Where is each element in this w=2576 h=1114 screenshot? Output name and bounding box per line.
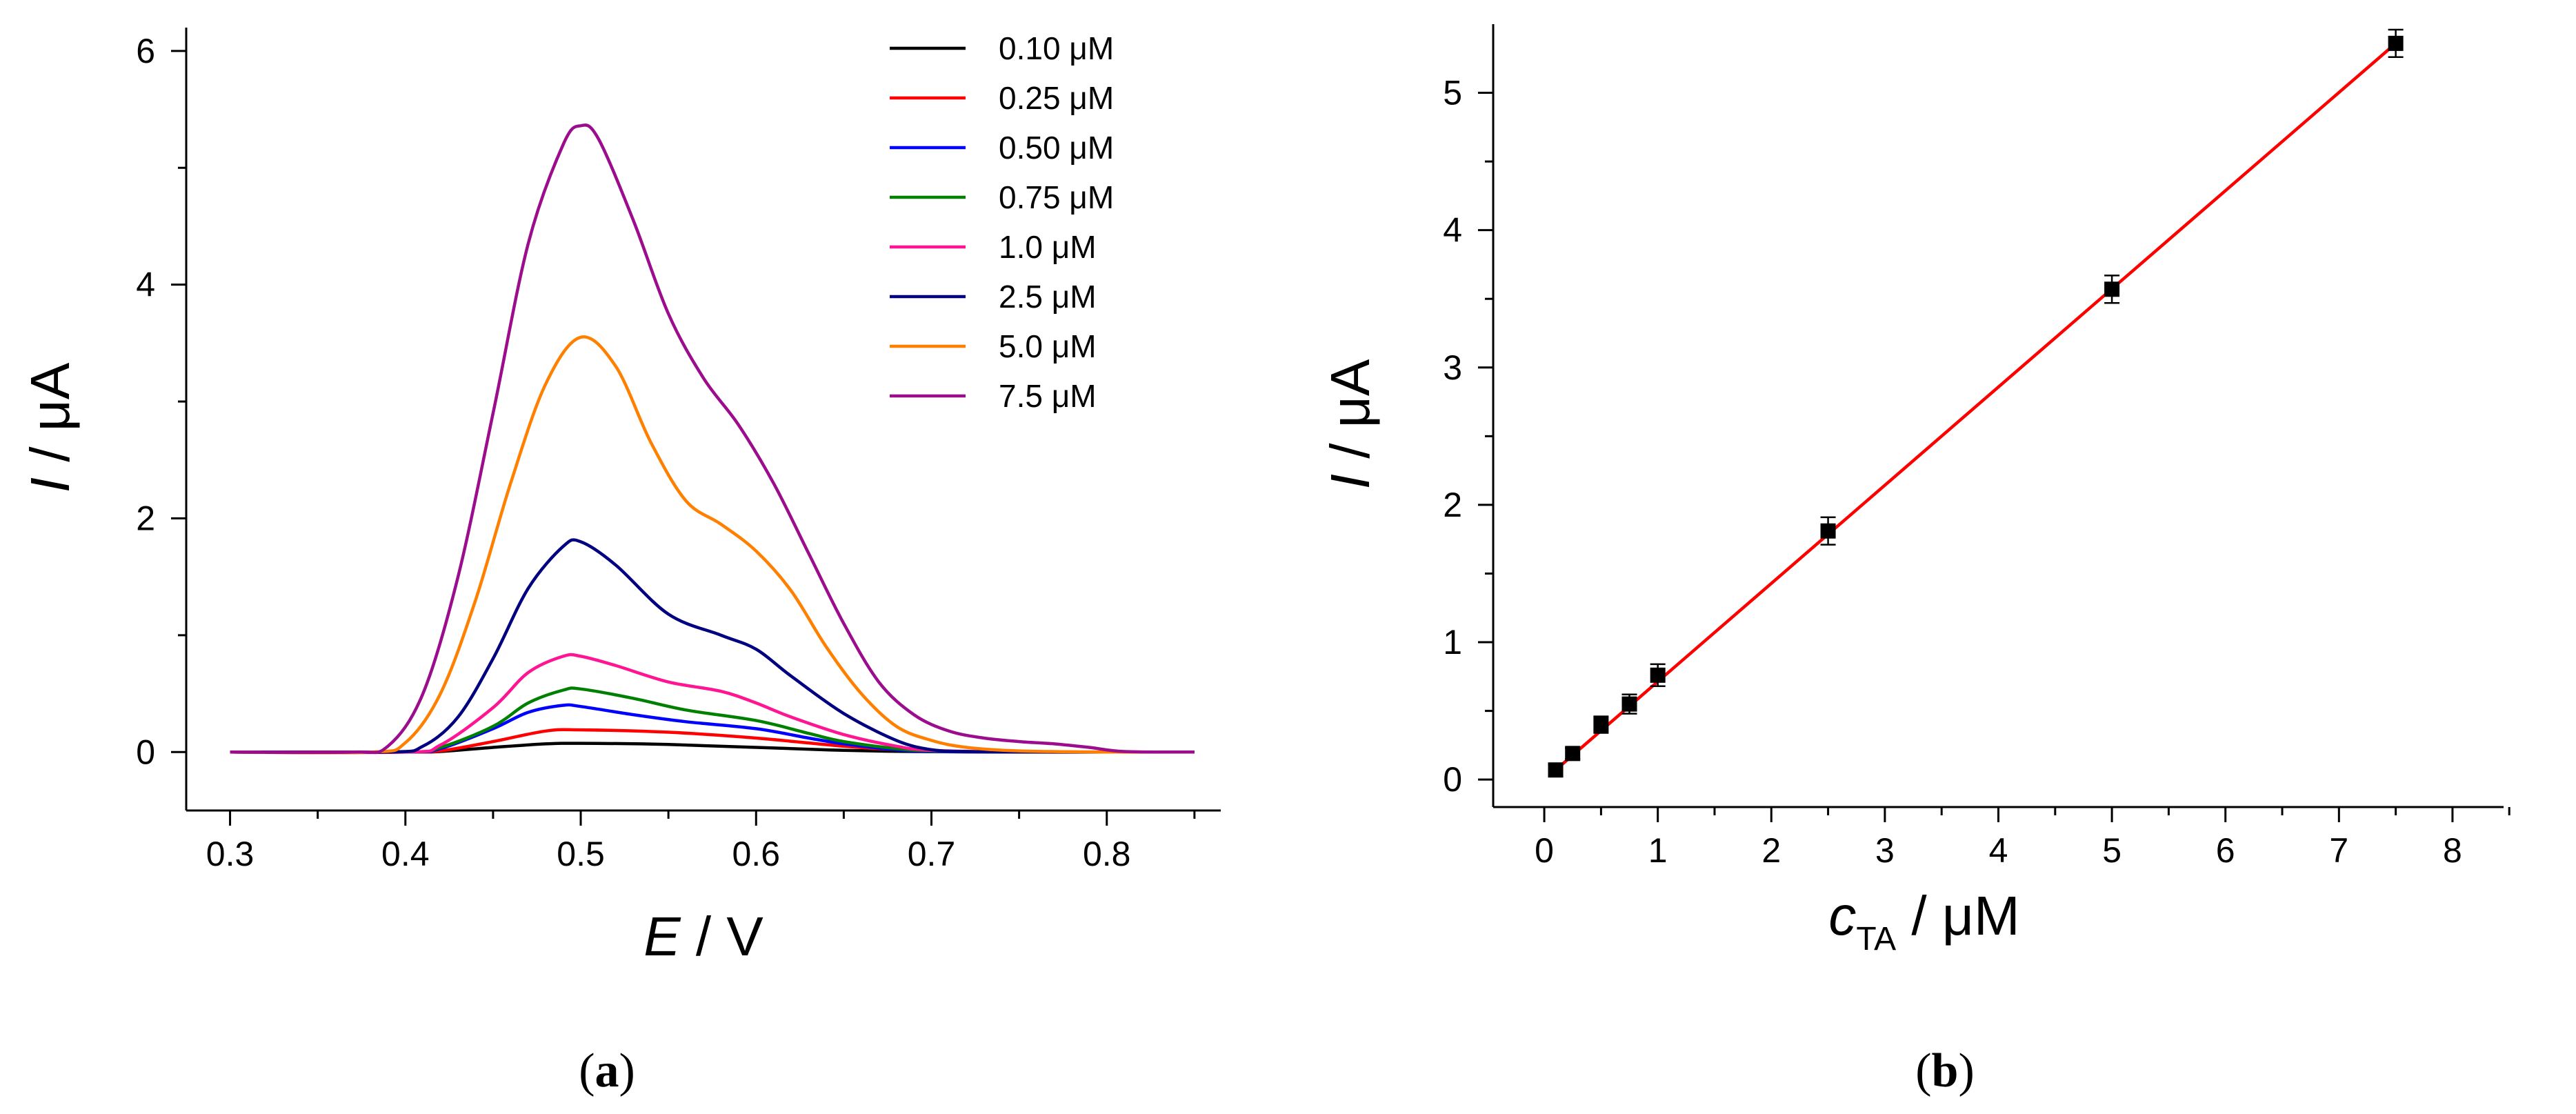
chart-b-data-point bbox=[2388, 35, 2404, 51]
chart-a-series-line-4 bbox=[230, 653, 1195, 755]
chart-b: 0 1 2 3 4 5 6 7 8 0 1 2 3 4 5 cTA / μM I / μA (b) bbox=[1319, 24, 2510, 1097]
chart-b-x-axis-title: cTA / μM bbox=[1828, 885, 2019, 957]
chart-a-y-tick-label: 2 bbox=[136, 499, 155, 537]
chart-a-series-line-7 bbox=[230, 123, 1195, 755]
chart-b-xlabel-sub: TA bbox=[1856, 921, 1896, 957]
chart-b-x-tick-label: 6 bbox=[2216, 831, 2235, 870]
panel-b-letter: b bbox=[1932, 1044, 1959, 1097]
chart-a-x-tick-label: 0.4 bbox=[381, 835, 430, 873]
chart-a-x-tick-label: 0.6 bbox=[732, 835, 781, 873]
chart-b-y-tick-label: 1 bbox=[1443, 623, 1462, 662]
chart-b-data-point bbox=[1548, 762, 1564, 778]
chart-b-x-tick-label: 3 bbox=[1875, 831, 1895, 870]
chart-b-y-axis-title: I / μA bbox=[1319, 359, 1381, 489]
chart-a-ylabel-var: I bbox=[19, 477, 81, 493]
chart-a-curves bbox=[230, 123, 1195, 755]
chart-b-data-point bbox=[1650, 667, 1666, 683]
legend-label-3: 0.75 μM bbox=[999, 179, 1114, 215]
chart-a-y-tick-label: 4 bbox=[136, 266, 155, 304]
chart-b-xlabel-unit: / μM bbox=[1896, 885, 2019, 946]
panel-b-open: ( bbox=[1915, 1044, 1931, 1097]
chart-a-series-line-6 bbox=[230, 335, 1195, 755]
chart-b-fit-line bbox=[1555, 42, 2397, 771]
panel-b-close: ) bbox=[1958, 1044, 1974, 1097]
panel-label-a: (a) bbox=[579, 1044, 635, 1097]
chart-a-x-axis-title: E / V bbox=[643, 906, 763, 967]
chart-a-x-tick-label: 0.8 bbox=[1083, 835, 1131, 873]
chart-a-xlabel-unit: / V bbox=[681, 906, 764, 967]
chart-a-y-axis-title: I / μA bbox=[19, 362, 81, 493]
legend-label-1: 0.25 μM bbox=[999, 80, 1114, 116]
chart-a-x-tick-label: 0.3 bbox=[206, 835, 254, 873]
chart-a-ylabel-unit: / μA bbox=[19, 362, 81, 477]
chart-b-y-tick-label: 5 bbox=[1443, 74, 1462, 112]
chart-a-xlabel-var: E bbox=[643, 906, 681, 967]
chart-a-y-tick-label: 6 bbox=[136, 32, 155, 70]
chart-a-y-tick-label: 0 bbox=[136, 733, 155, 771]
chart-b-x-tick-label: 5 bbox=[2102, 831, 2121, 870]
legend-label-5: 2.5 μM bbox=[999, 279, 1097, 315]
chart-b-data-point bbox=[1593, 717, 1609, 733]
chart-a-series-line-5 bbox=[230, 538, 1195, 755]
legend-label-6: 5.0 μM bbox=[999, 328, 1097, 364]
chart-b-y-tick-label: 0 bbox=[1443, 760, 1462, 799]
chart-b-x-tick-label: 8 bbox=[2443, 831, 2462, 870]
chart-b-ylabel-var: I bbox=[1319, 474, 1381, 489]
legend-label-4: 1.0 μM bbox=[999, 229, 1097, 265]
chart-b-x-tick-label: 0 bbox=[1535, 831, 1554, 870]
chart-b-y-tick-label: 3 bbox=[1443, 348, 1462, 387]
chart-a-legend: 0.10 μM 0.25 μM 0.50 μM 0.75 μM 1.0 μM 2.5 μM… bbox=[890, 30, 1114, 414]
chart-b-x-tick-label: 7 bbox=[2329, 831, 2348, 870]
legend-label-0: 0.10 μM bbox=[999, 30, 1114, 66]
chart-b-ylabel-unit: / μA bbox=[1319, 359, 1381, 474]
chart-b-data-point bbox=[1820, 523, 1836, 539]
chart-b-y-tick-label: 2 bbox=[1443, 486, 1462, 524]
chart-a-x-tick-label: 0.7 bbox=[908, 835, 956, 873]
chart-b-x-tick-label: 1 bbox=[1648, 831, 1668, 870]
chart-a-series-line-1 bbox=[230, 728, 1195, 754]
chart-b-x-tick-label: 2 bbox=[1761, 831, 1781, 870]
chart-b-data-point bbox=[1565, 746, 1581, 762]
chart-b-xlabel-var: c bbox=[1828, 885, 1856, 946]
chart-a-x-tick-label: 0.5 bbox=[557, 835, 605, 873]
chart-a: 0.3 0.4 0.5 0.6 0.7 0.8 0 2 4 6 0.10 μM 0.25 μM 0.5… bbox=[19, 28, 1221, 1097]
chart-b-ticks: 0 1 2 3 4 5 6 7 8 0 1 2 3 4 5 bbox=[1443, 74, 2510, 870]
panel-a-close: ) bbox=[619, 1044, 635, 1097]
chart-b-data-point bbox=[2104, 281, 2120, 297]
chart-b-y-tick-label: 4 bbox=[1443, 211, 1462, 250]
chart-b-data-point bbox=[1621, 696, 1637, 712]
legend-label-7: 7.5 μM bbox=[999, 378, 1097, 414]
panel-a-open: ( bbox=[579, 1044, 595, 1097]
legend-label-2: 0.50 μM bbox=[999, 130, 1114, 166]
panel-a-letter: a bbox=[595, 1044, 619, 1097]
chart-a-ticks: 0.3 0.4 0.5 0.6 0.7 0.8 0 2 4 6 bbox=[136, 32, 1196, 873]
panel-label-b: (b) bbox=[1915, 1044, 1975, 1097]
chart-b-plot bbox=[1548, 28, 2404, 778]
chart-b-x-tick-label: 4 bbox=[1989, 831, 2008, 870]
